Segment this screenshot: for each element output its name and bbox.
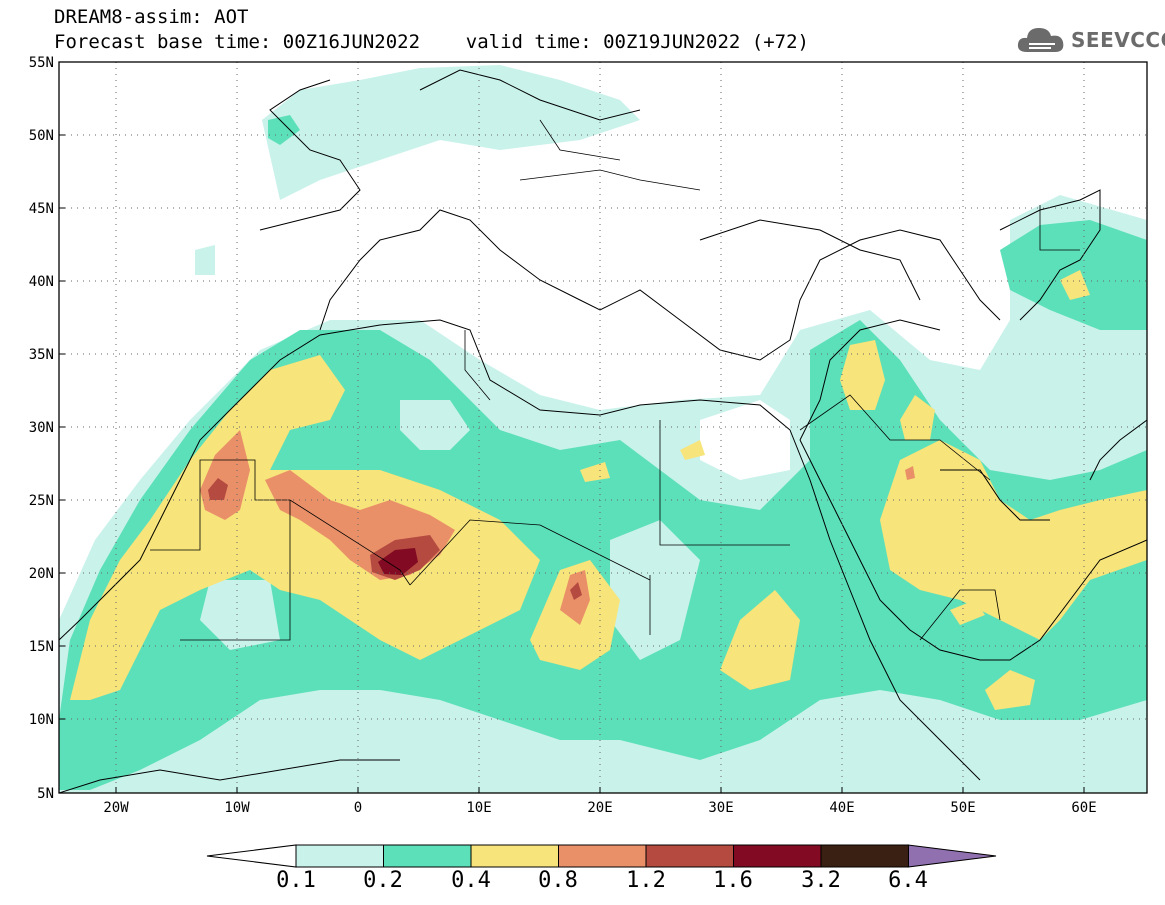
- colorbar-box: [296, 845, 384, 867]
- lon-label: 50E: [950, 800, 975, 816]
- colorbar-box: [559, 845, 647, 867]
- colorbar-box: [734, 845, 822, 867]
- lat-label: 40N: [29, 274, 54, 290]
- colorbar-label: 0.8: [538, 868, 578, 893]
- aot-band-0.1: [195, 245, 215, 275]
- aot-band-0.1: [262, 65, 640, 200]
- lat-label: 35N: [29, 347, 54, 363]
- lon-label: 40E: [829, 800, 854, 816]
- lon-label: 30E: [708, 800, 733, 816]
- lat-label: 50N: [29, 128, 54, 144]
- lon-labels: 20W 10W 0 10E 20E 30E 40E 50E 60E: [103, 800, 1096, 816]
- colorbar-label: 6.4: [888, 868, 928, 893]
- colorbar-high-arrow: [908, 845, 996, 867]
- lat-label: 30N: [29, 420, 54, 436]
- colorbar-low-arrow: [207, 845, 296, 867]
- colorbar-label: 0.4: [451, 868, 491, 893]
- lon-label: 60E: [1071, 800, 1096, 816]
- colorbar-label: 0.2: [363, 868, 403, 893]
- aot-fields: [59, 65, 1147, 793]
- lat-label: 20N: [29, 566, 54, 582]
- colorbar-box: [646, 845, 734, 867]
- lon-label: 10E: [466, 800, 491, 816]
- colorbar-label: 0.1: [276, 868, 316, 893]
- colorbar-box: [384, 845, 472, 867]
- colorbar-box: [821, 845, 909, 867]
- lat-label: 55N: [29, 55, 54, 71]
- lat-label: 15N: [29, 639, 54, 655]
- colorbar-box: [471, 845, 559, 867]
- colorbar-label: 1.6: [713, 868, 753, 893]
- colorbar-label: 3.2: [801, 868, 841, 893]
- lat-labels: 55N 50N 45N 40N 35N 30N 25N 20N 15N 10N …: [29, 55, 54, 802]
- lat-label: 10N: [29, 712, 54, 728]
- lat-label: 45N: [29, 201, 54, 217]
- lat-label: 25N: [29, 493, 54, 509]
- lon-label: 0: [354, 800, 362, 816]
- colorbar-label: 1.2: [626, 868, 666, 893]
- colorbar: [207, 845, 996, 867]
- lon-label: 20E: [587, 800, 612, 816]
- lat-label: 5N: [37, 786, 54, 802]
- lon-label: 20W: [103, 800, 129, 816]
- lon-label: 10W: [224, 800, 250, 816]
